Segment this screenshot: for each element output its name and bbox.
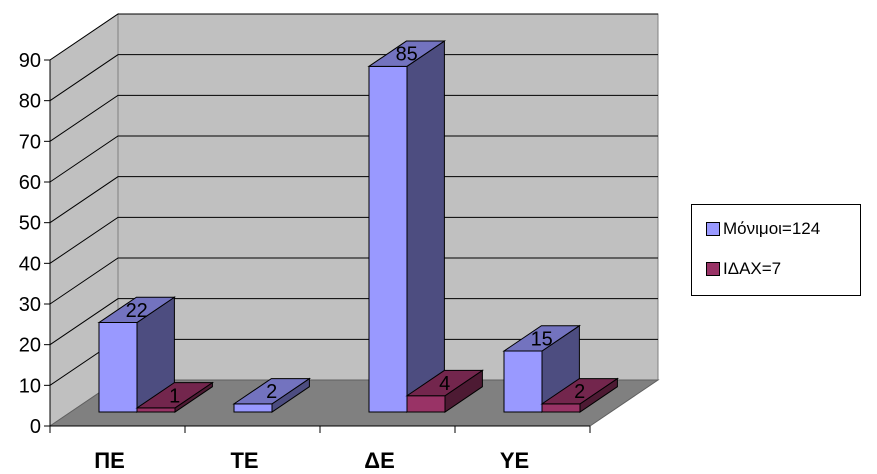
y-tick-label: 40 — [19, 253, 41, 275]
legend-item-series-0: Μόνιμοι=124 — [706, 219, 820, 239]
gridline — [49, 298, 658, 346]
legend-label-series-1: ΙΔΑΧ=7 — [723, 259, 782, 278]
gridline — [49, 135, 658, 183]
bar-ΤΕ-Μόνιμοι=124 — [232, 377, 312, 413]
bar-top — [405, 369, 485, 397]
y-tick-label: 30 — [19, 294, 41, 316]
bar-top — [97, 296, 177, 324]
labels: 0 10 20 30 40 50 60 70 80 90 22 1 ΠΕ 2 ΤΕ 85 4 ΔΕ 15 2 ΥΕ — [19, 44, 586, 473]
bar-side — [406, 40, 445, 413]
bar-front — [503, 350, 543, 413]
gridline — [49, 257, 658, 305]
bar-ΥΕ-ΙΔΑΧ=7 — [540, 377, 620, 413]
gridlines — [49, 13, 658, 386]
x-tick-label: ΥΕ — [500, 448, 529, 473]
data-label: 15 — [531, 328, 553, 350]
y-tick-label: 90 — [19, 50, 41, 72]
bar-ΔΕ-ΙΔΑΧ=7 — [405, 369, 485, 413]
gridline — [49, 94, 658, 142]
legend: Μόνιμοι=124 ΙΔΑΧ=7 — [691, 204, 861, 296]
y-tick-label: 60 — [19, 172, 41, 194]
x-tick-label: ΠΕ — [94, 448, 125, 473]
legend-swatch-series-1 — [706, 262, 720, 276]
bar-front — [98, 322, 138, 413]
x-tick-label: ΔΕ — [364, 448, 395, 473]
x-tick-label: ΤΕ — [230, 448, 258, 473]
legend-swatch-series-0 — [706, 222, 720, 236]
data-label: 4 — [439, 373, 450, 395]
data-label: 22 — [126, 300, 148, 322]
gridline — [49, 176, 658, 224]
bar-front — [136, 407, 176, 413]
data-label: 1 — [169, 385, 180, 407]
y-tick-label: 70 — [19, 131, 41, 153]
y-tick-label: 0 — [30, 416, 41, 438]
bar-top — [135, 382, 215, 409]
bar-top — [367, 40, 447, 67]
bar-ΠΕ-ΙΔΑΧ=7 — [135, 381, 215, 413]
y-tick-label: 20 — [19, 335, 41, 357]
legend-item-series-1: ΙΔΑΧ=7 — [706, 259, 781, 279]
axes — [44, 59, 591, 433]
bar-ΔΕ-Μόνιμοι=124 — [367, 40, 447, 413]
data-label: 2 — [266, 381, 277, 403]
bar-top — [540, 378, 620, 405]
data-label: 85 — [396, 44, 418, 66]
y-tick-label: 10 — [19, 375, 41, 397]
gridline — [49, 216, 658, 264]
bar-front — [541, 403, 581, 413]
bar-front — [406, 395, 446, 413]
bar-front — [368, 65, 408, 413]
y-tick-label: 50 — [19, 213, 41, 235]
bar-top — [502, 325, 582, 352]
gridline — [49, 54, 658, 102]
legend-label-series-0: Μόνιμοι=124 — [723, 219, 821, 238]
gridline — [49, 13, 658, 61]
data-label: 2 — [574, 381, 585, 403]
bar-front — [233, 403, 273, 413]
bar-top — [232, 378, 312, 405]
bars — [97, 40, 620, 413]
y-tick-label: 80 — [19, 91, 41, 113]
